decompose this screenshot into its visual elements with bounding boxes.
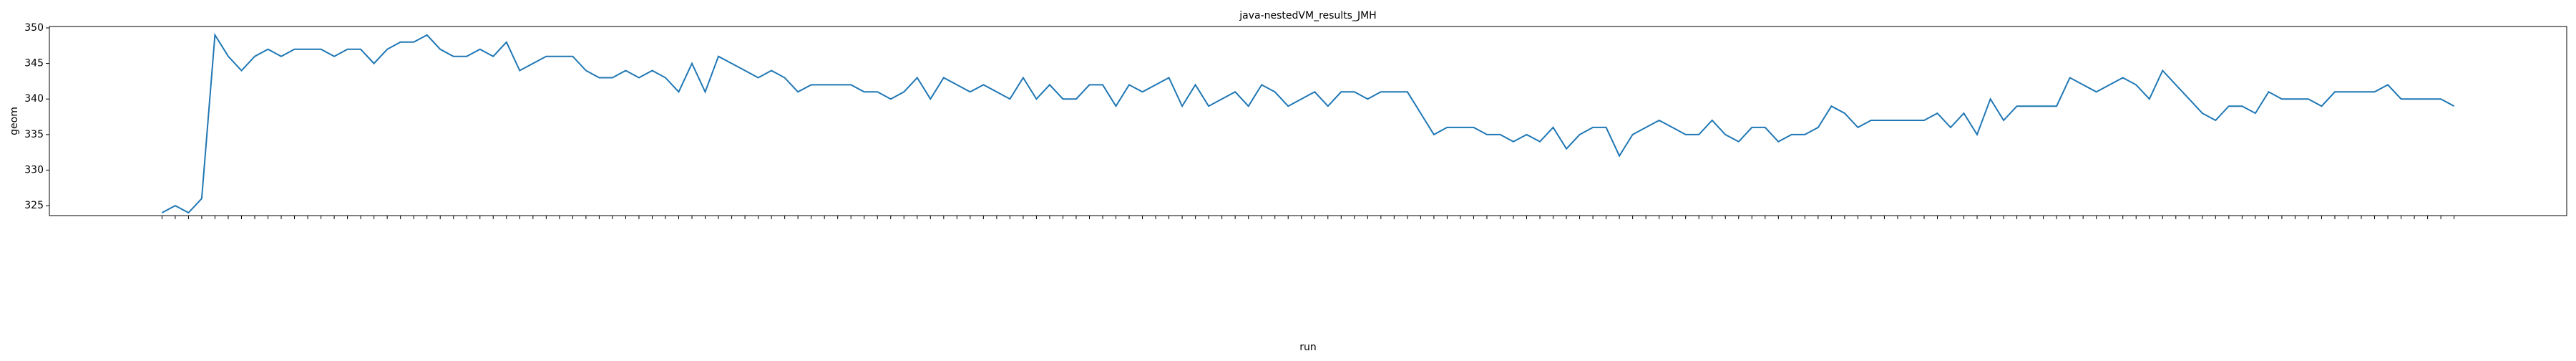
y-tick-label: 335	[24, 129, 44, 140]
y-tick-label: 345	[24, 58, 44, 69]
y-axis-label: geom	[9, 107, 20, 135]
y-tick-label: 330	[24, 164, 44, 175]
line-series	[161, 32, 2455, 214]
y-tick-label: 350	[24, 22, 44, 34]
y-tick-label: 325	[24, 200, 44, 211]
axes-frame	[49, 26, 2567, 216]
x-axis-label: run	[1299, 342, 1317, 353]
chart-title: java-nestedVM_results_JMH	[1239, 10, 1376, 21]
y-tick-label: 340	[24, 93, 44, 105]
